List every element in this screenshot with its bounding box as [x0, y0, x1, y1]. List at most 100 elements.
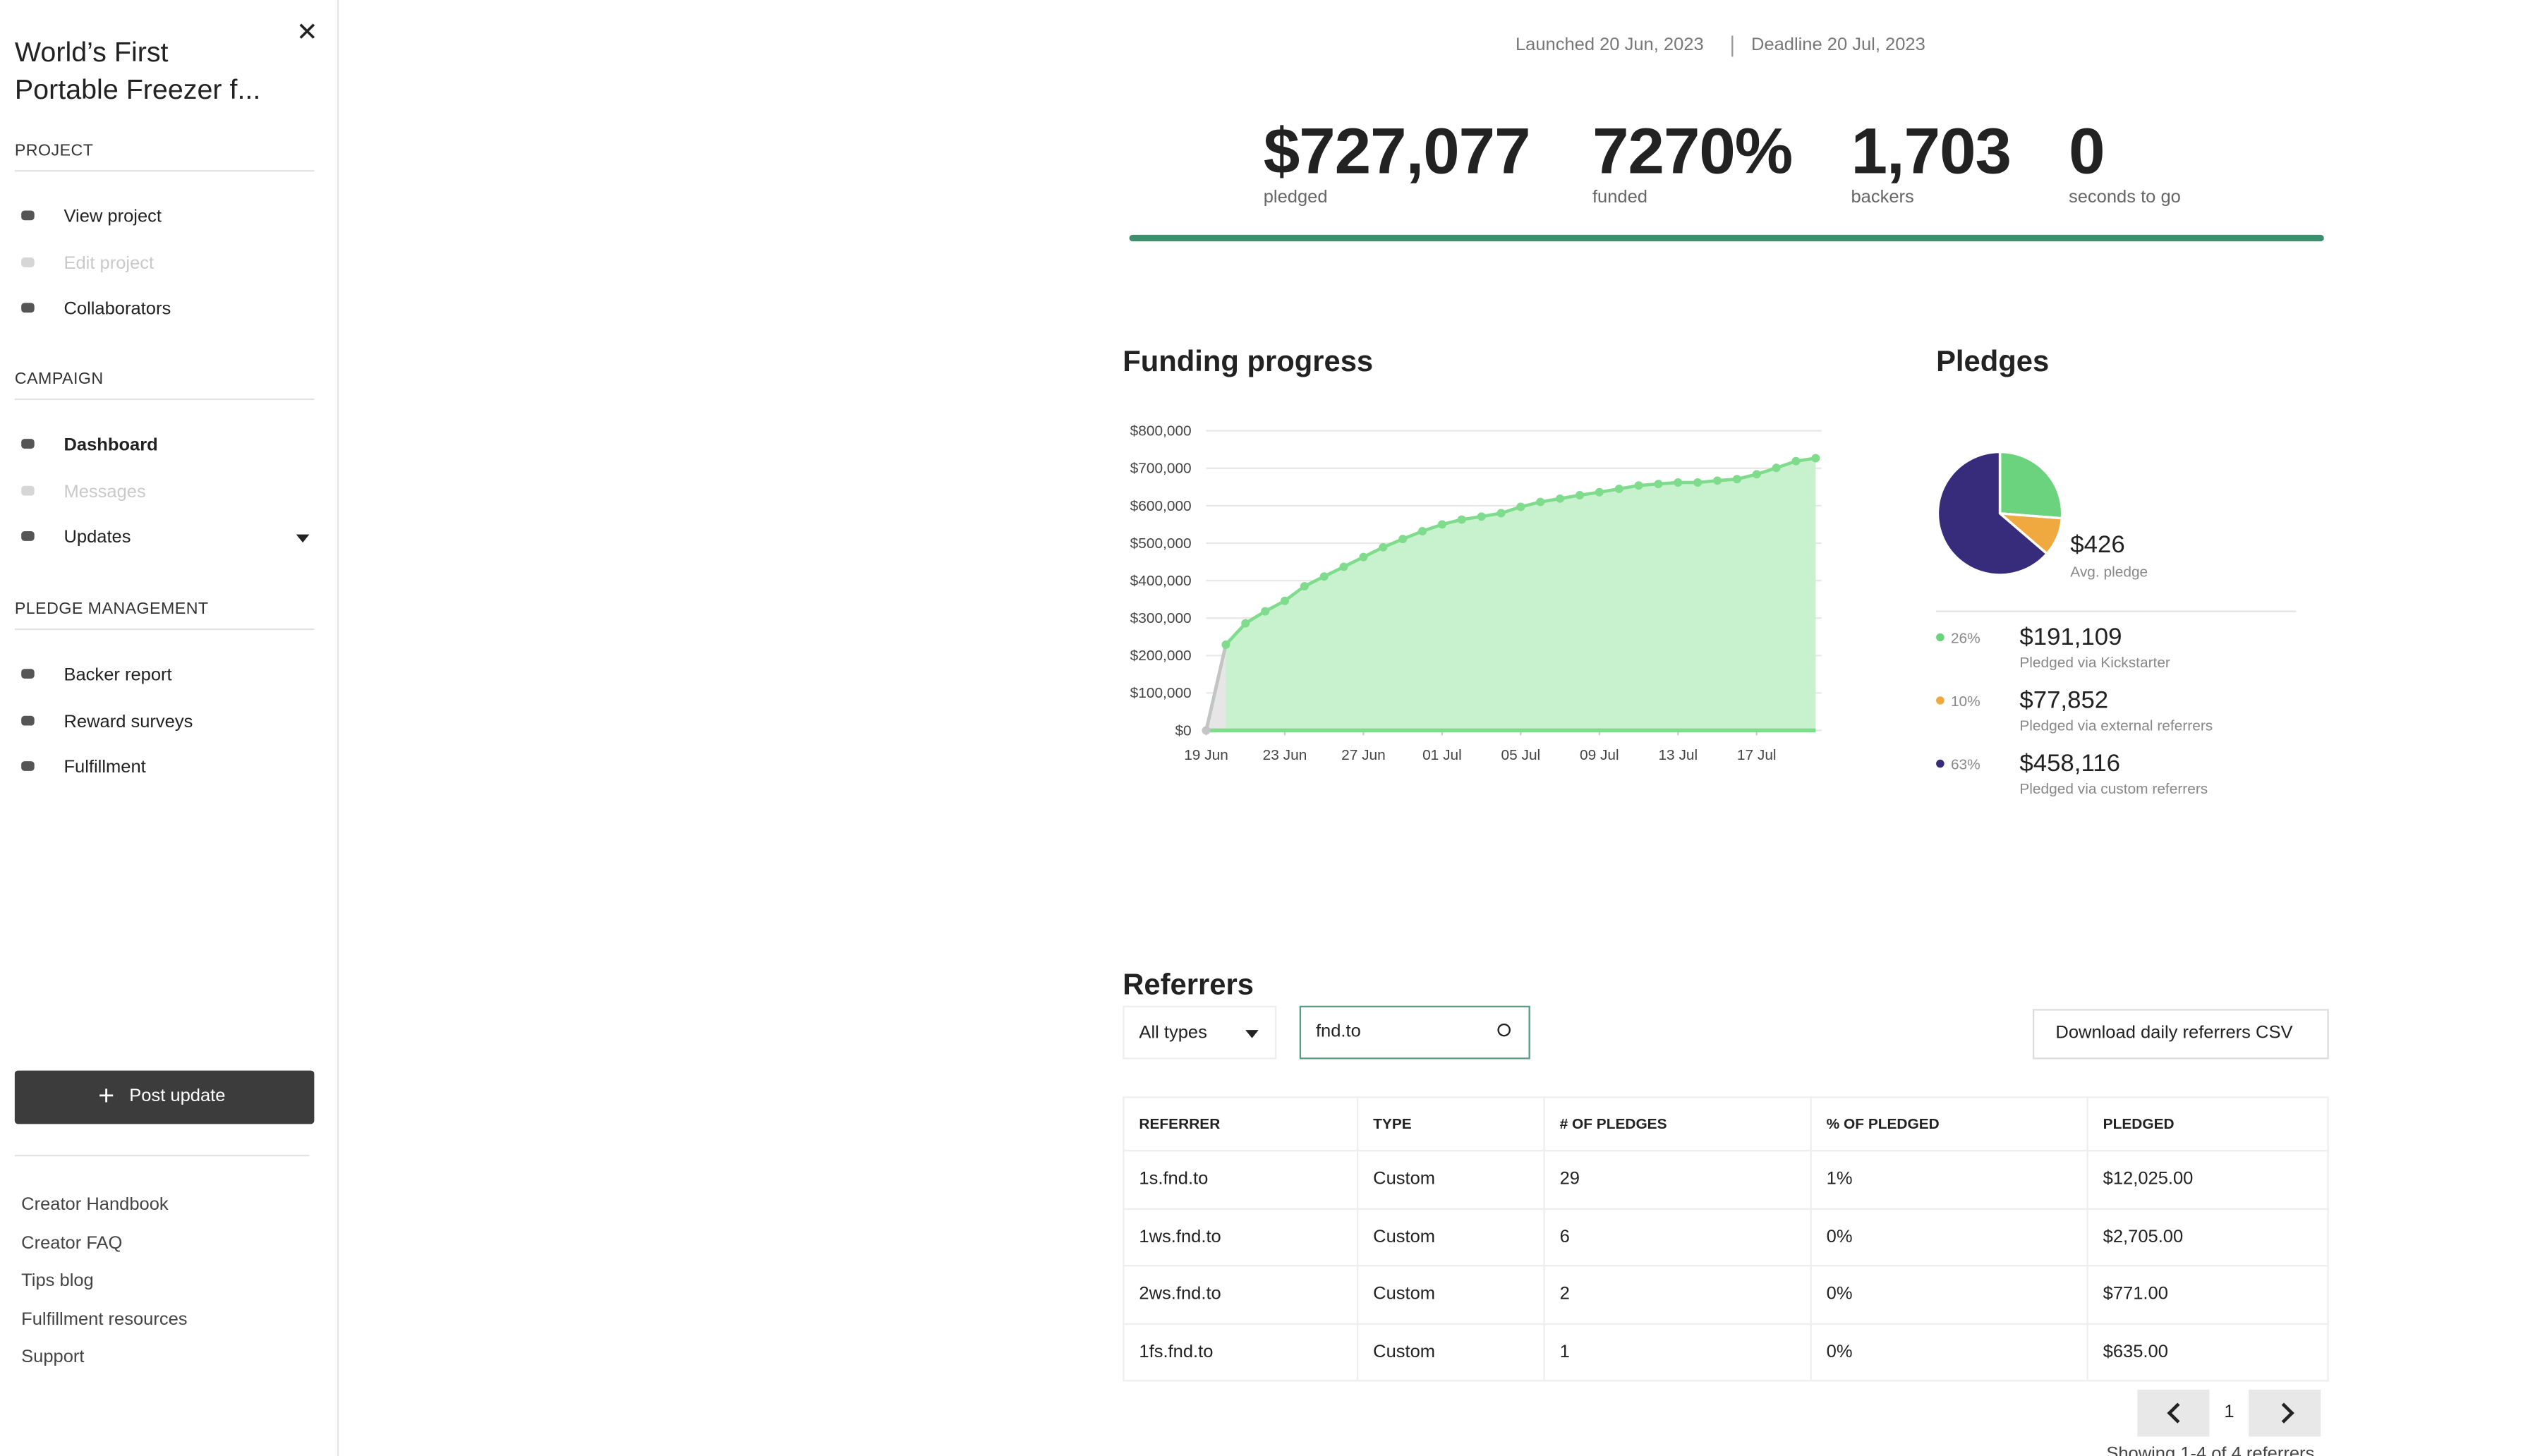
column-header: REFERRER — [1139, 1115, 1221, 1132]
nav-icon — [21, 210, 35, 221]
point — [1556, 494, 1565, 503]
point — [1752, 470, 1761, 479]
nav-icon — [21, 256, 35, 267]
column-divider — [2086, 1096, 2088, 1382]
x-tick-label: 17 Jul — [1737, 747, 1777, 763]
column-divider — [1543, 1096, 1545, 1382]
divider — [1936, 610, 2297, 612]
point — [1280, 596, 1290, 605]
point — [1595, 487, 1604, 497]
progress-bar — [1129, 234, 2324, 242]
search-input[interactable] — [1299, 1005, 1530, 1060]
close-button[interactable]: ✕ — [296, 19, 318, 47]
point — [1496, 509, 1506, 518]
column-divider — [1810, 1096, 1812, 1382]
nav-icon — [21, 761, 35, 771]
table-cell: $2,705.00 — [2103, 1227, 2184, 1247]
pie-slice — [1998, 450, 2064, 520]
nav-icon — [21, 669, 35, 679]
table-cell: $771.00 — [2103, 1285, 2168, 1305]
nav-icon — [21, 303, 35, 313]
nav-item[interactable]: Collaborators — [64, 299, 171, 320]
dropdown-caret[interactable] — [296, 534, 310, 543]
nav-item[interactable]: Dashboard — [64, 435, 158, 456]
table-cell: Custom — [1373, 1227, 1436, 1247]
section-heading: CAMPAIGN — [14, 370, 104, 389]
stat-label: backers — [1851, 188, 1914, 207]
point — [1693, 478, 1703, 487]
table-cell: $12,025.00 — [2103, 1169, 2194, 1189]
type-select[interactable] — [1123, 1005, 1277, 1060]
launch-date: Launched 20 Jun, 2023 — [1515, 35, 1704, 56]
chart-title: Pledges — [1936, 345, 2050, 377]
download-label[interactable]: Download daily referrers CSV — [2055, 1023, 2293, 1043]
nav-item[interactable]: View project — [64, 207, 162, 227]
footer-link[interactable]: Creator Handbook — [21, 1195, 169, 1215]
x-tick-label: 05 Jul — [1501, 747, 1541, 763]
stat-label: seconds to go — [2068, 188, 2181, 207]
point — [1398, 535, 1408, 544]
table-cell: 2ws.fnd.to — [1139, 1285, 1221, 1305]
y-tick-label: $100,000 — [1130, 685, 1192, 701]
avg-pledge: $426 — [2070, 531, 2125, 559]
point — [1772, 463, 1781, 473]
point — [1202, 726, 1211, 735]
section-heading: PLEDGE MANAGEMENT — [14, 600, 209, 619]
deadline: Deadline 20 Jul, 2023 — [1750, 35, 1925, 56]
table-cell: 1% — [1826, 1169, 1853, 1189]
point — [1811, 454, 1820, 463]
download-button[interactable] — [2032, 1009, 2329, 1060]
point — [1300, 582, 1309, 591]
sidebar — [0, 0, 339, 1456]
footer-link[interactable]: Fulfillment resources — [21, 1309, 188, 1330]
legend-amount: $191,109 — [2019, 623, 2122, 651]
stat-value: 7270% — [1592, 116, 1793, 188]
legend-dot — [1936, 633, 1945, 642]
table-cell: 2 — [1559, 1285, 1570, 1305]
next-page[interactable] — [2249, 1389, 2321, 1437]
nav-icon — [21, 485, 35, 495]
nav-item[interactable]: Updates — [64, 528, 131, 548]
table-cell: Custom — [1373, 1169, 1436, 1189]
nav-item[interactable]: Reward surveys — [64, 712, 193, 732]
footer-link[interactable]: Support — [21, 1348, 85, 1368]
divider — [14, 1154, 310, 1157]
project-title: Portable Freezer f... — [14, 74, 261, 106]
row-divider — [1123, 1323, 2329, 1325]
legend-label: Pledged via custom referrers — [2019, 780, 2208, 797]
stat-value: $727,077 — [1263, 116, 1531, 188]
post-update-button[interactable] — [14, 1070, 315, 1124]
point — [1437, 520, 1446, 529]
column-header: % OF PLEDGED — [1826, 1115, 1940, 1132]
y-tick-label: $600,000 — [1130, 498, 1192, 514]
pie-slice — [1936, 450, 2049, 576]
stat-label: funded — [1592, 188, 1648, 207]
point — [1261, 607, 1270, 616]
point — [1457, 515, 1466, 524]
prev-page[interactable] — [2137, 1389, 2210, 1437]
row-divider — [1123, 1150, 2329, 1152]
nav-item[interactable]: Backer report — [64, 665, 172, 686]
table-cell: 0% — [1826, 1285, 1853, 1305]
x-tick-label: 23 Jun — [1263, 747, 1307, 763]
x-tick-label: 27 Jun — [1341, 747, 1386, 763]
footer-link[interactable]: Tips blog — [21, 1271, 94, 1292]
y-tick-label: $800,000 — [1130, 423, 1192, 439]
table-cell: 6 — [1559, 1227, 1570, 1247]
stat-label: pledged — [1263, 188, 1328, 207]
search-icon — [1497, 1023, 1511, 1037]
footer-link[interactable]: Creator FAQ — [21, 1233, 123, 1254]
pagination-summary: Showing 1-4 of 4 referrers — [2106, 1444, 2315, 1456]
funding-chart: $0 $100,000 $200,000 $300,000 $400,000 $500,0… — [1130, 423, 1822, 763]
legend-percent: 63% — [1950, 756, 1980, 773]
nav-item[interactable]: Fulfillment — [64, 758, 146, 778]
divider — [14, 170, 315, 172]
point — [1241, 619, 1250, 628]
point — [1654, 480, 1663, 489]
nav-item: Messages — [64, 482, 146, 502]
table-cell: 1s.fnd.to — [1139, 1169, 1209, 1189]
area — [1206, 458, 1816, 731]
page-number[interactable]: 1 — [2224, 1402, 2234, 1422]
